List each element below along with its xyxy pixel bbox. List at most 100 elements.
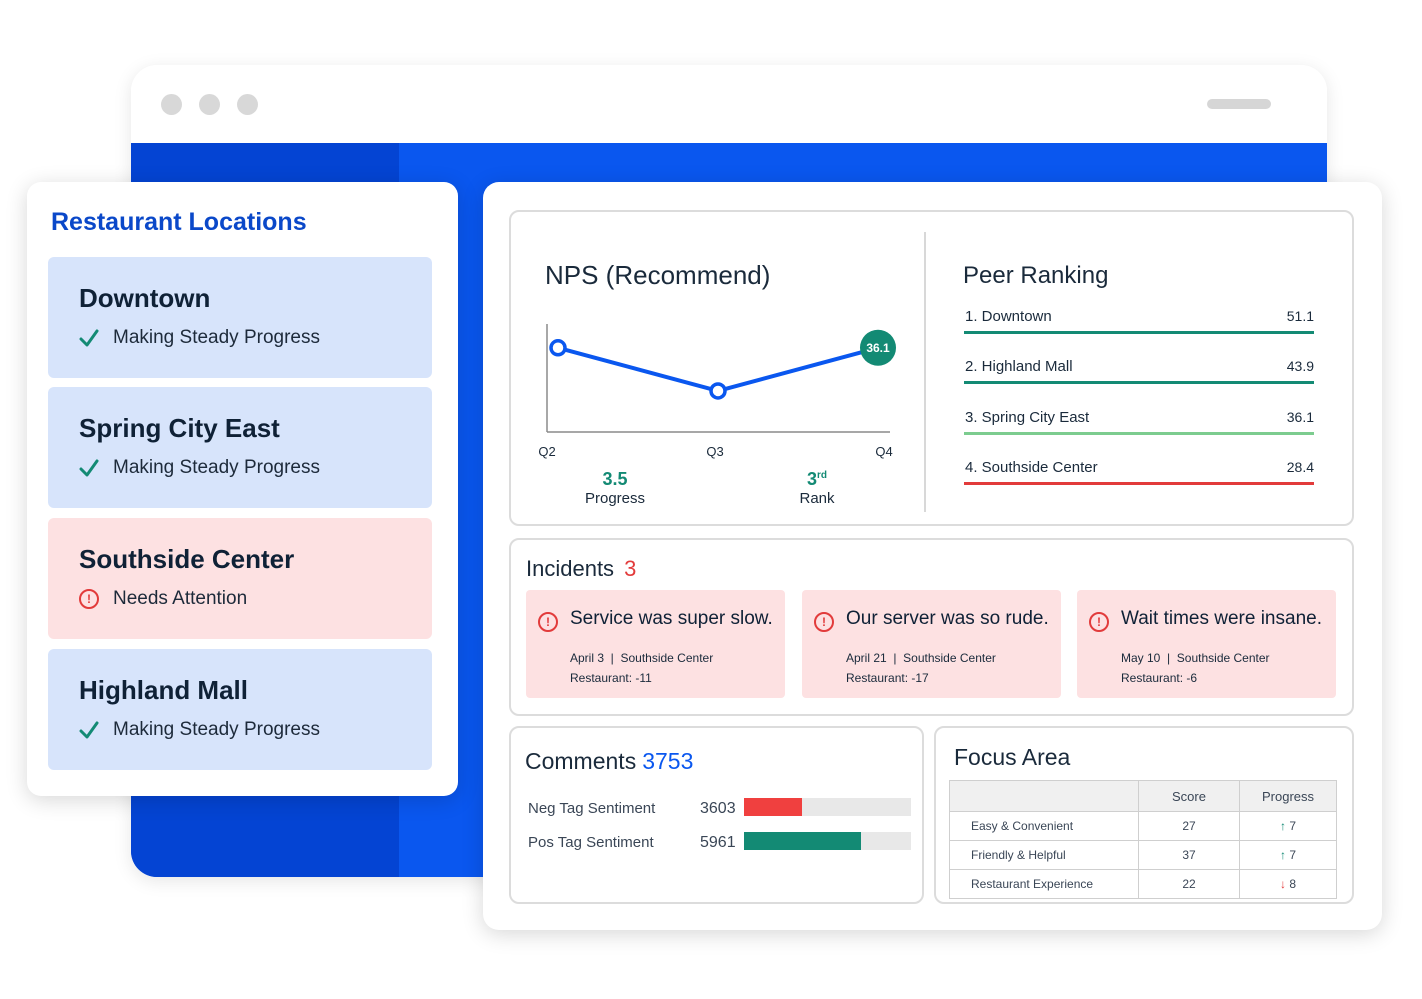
nps-point[interactable]: [709, 382, 727, 400]
sentiment-row[interactable]: Neg Tag Sentiment 3603: [528, 798, 918, 820]
incident-text: Service was super slow.: [570, 608, 773, 629]
location-name: Spring City East: [79, 413, 280, 443]
peer-bar-line: [964, 331, 1314, 334]
alert-icon: !: [814, 612, 834, 632]
sentiment-value: 3603: [700, 800, 736, 817]
focus-area-panel: Focus Area Score Progress Easy & Conveni…: [934, 726, 1354, 904]
peer-score: 51.1: [1286, 308, 1314, 324]
location-status-text: Making Steady Progress: [113, 719, 320, 740]
table-row[interactable]: Friendly & Helpful 37 ↑ 7: [949, 840, 1337, 870]
check-icon: [79, 459, 99, 477]
peer-name: 2. Highland Mall: [965, 358, 1073, 375]
focus-area-progress: ↑ 7: [1239, 811, 1337, 841]
nps-progress-value: 3.5: [602, 469, 628, 489]
arrow-up-icon: ↑: [1279, 848, 1286, 862]
window-dot-minimize[interactable]: [199, 94, 220, 115]
incident-score: Restaurant: -17: [846, 671, 929, 685]
nps-panel: NPS (Recommend) 36.1 Q2 Q3 Q4 3.5 Progress…: [509, 210, 1354, 526]
nps-rank-value: 3: [806, 469, 817, 489]
focus-area-name: Friendly & Helpful: [949, 840, 1139, 870]
location-name: Downtown: [79, 283, 211, 313]
incident-card[interactable]: ! Service was super slow. April 3 | Sout…: [526, 590, 785, 698]
peer-bar-line: [964, 381, 1314, 384]
check-icon: [79, 721, 99, 739]
location-item-highland-mall[interactable]: Highland Mall Making Steady Progress: [48, 649, 432, 770]
progress-value: 8: [1289, 877, 1297, 891]
nps-point-highlight[interactable]: [860, 329, 896, 366]
incident-date-location: April 21 | Southside Center: [846, 651, 996, 665]
nps-rank-stat: 3rd Rank: [757, 469, 877, 507]
location-status-text: Making Steady Progress: [113, 457, 320, 478]
focus-area-progress: ↓ 8: [1239, 869, 1337, 899]
incident-meta: May 10 | Southside Center Restaurant: -6: [1121, 648, 1270, 688]
sentiment-value: 5961: [700, 834, 736, 851]
incident-text: Wait times were insane.: [1121, 608, 1322, 629]
focus-area-score: 22: [1138, 869, 1240, 899]
incident-score: Restaurant: -11: [570, 671, 652, 685]
panel-divider: [924, 232, 926, 512]
nps-rank-label: Rank: [799, 490, 835, 507]
sentiment-row[interactable]: Pos Tag Sentiment 5961: [528, 832, 918, 854]
focus-area-name: Easy & Convenient: [949, 811, 1139, 841]
location-status: Making Steady Progress: [79, 457, 320, 479]
focus-area-title: Focus Area: [954, 744, 1071, 770]
comments-count: 3753: [642, 748, 694, 774]
focus-area-progress: ↑ 7: [1239, 840, 1337, 870]
location-item-southside-center[interactable]: Southside Center ! Needs Attention: [48, 518, 432, 639]
peer-ranking-title: Peer Ranking: [963, 262, 1109, 289]
window-dot-maximize[interactable]: [237, 94, 258, 115]
peer-score: 28.4: [1286, 459, 1314, 475]
incident-card[interactable]: ! Our server was so rude. April 21 | Sou…: [802, 590, 1061, 698]
window-dot-close[interactable]: [161, 94, 182, 115]
focus-area-table: Score Progress Easy & Convenient 27 ↑ 7 …: [949, 780, 1337, 899]
peer-row[interactable]: 1. Downtown 51.1: [964, 308, 1314, 334]
locations-title: Restaurant Locations: [51, 208, 307, 236]
address-bar-placeholder: [1207, 99, 1271, 109]
incident-date-location: May 10 | Southside Center: [1121, 651, 1270, 665]
nps-rank-suffix: rd: [817, 470, 827, 481]
sentiment-label: Pos Tag Sentiment: [528, 834, 654, 851]
x-tick-label: Q4: [875, 444, 892, 459]
peer-row[interactable]: 2. Highland Mall 43.9: [964, 358, 1314, 384]
progress-value: 7: [1289, 848, 1297, 862]
incident-text: Our server was so rude.: [846, 608, 1049, 629]
arrow-down-icon: ↓: [1279, 877, 1286, 891]
nps-progress-label: Progress: [584, 490, 646, 507]
dashboard-card: NPS (Recommend) 36.1 Q2 Q3 Q4 3.5 Progress…: [483, 182, 1382, 930]
incidents-panel: Incidents 3 ! Service was super slow. Apr…: [509, 538, 1354, 716]
peer-row[interactable]: 4. Southside Center 28.4: [964, 459, 1314, 485]
location-item-downtown[interactable]: Downtown Making Steady Progress: [48, 257, 432, 378]
progress-value: 7: [1289, 819, 1297, 833]
nps-title: NPS (Recommend): [545, 260, 771, 290]
peer-score: 36.1: [1286, 409, 1314, 425]
peer-bar-line: [964, 482, 1314, 485]
peer-score: 43.9: [1286, 358, 1314, 374]
location-item-spring-city-east[interactable]: Spring City East Making Steady Progress: [48, 387, 432, 508]
table-row[interactable]: Easy & Convenient 27 ↑ 7: [949, 811, 1337, 841]
nps-point-label: 36.1: [866, 341, 890, 355]
focus-area-score: 37: [1138, 840, 1240, 870]
location-status: ! Needs Attention: [79, 588, 247, 610]
incident-meta: April 3 | Southside Center Restaurant: -…: [570, 648, 713, 688]
location-status: Making Steady Progress: [79, 719, 320, 741]
restaurant-locations-card: Restaurant Locations Downtown Making Ste…: [27, 182, 458, 796]
alert-icon: !: [79, 589, 99, 609]
location-status-text: Making Steady Progress: [113, 327, 320, 348]
column-header-progress[interactable]: Progress: [1239, 780, 1337, 812]
nps-progress-stat: 3.5 Progress: [555, 469, 675, 507]
nps-rank-value-wrap: 3rd: [757, 469, 877, 490]
location-name: Highland Mall: [79, 675, 248, 705]
incident-card[interactable]: ! Wait times were insane. May 10 | South…: [1077, 590, 1336, 698]
arrow-up-icon: ↑: [1279, 819, 1286, 833]
incidents-title: Incidents 3: [526, 556, 636, 582]
browser-title-bar: [131, 65, 1327, 143]
peer-bar-line: [964, 432, 1314, 435]
table-row[interactable]: Restaurant Experience 22 ↓ 8: [949, 869, 1337, 899]
column-header-score[interactable]: Score: [1138, 780, 1240, 812]
location-name: Southside Center: [79, 544, 295, 574]
peer-name: 4. Southside Center: [965, 459, 1098, 476]
focus-area-score: 27: [1138, 811, 1240, 841]
location-status: Making Steady Progress: [79, 327, 320, 349]
nps-point[interactable]: [549, 339, 567, 357]
peer-row[interactable]: 3. Spring City East 36.1: [964, 409, 1314, 435]
